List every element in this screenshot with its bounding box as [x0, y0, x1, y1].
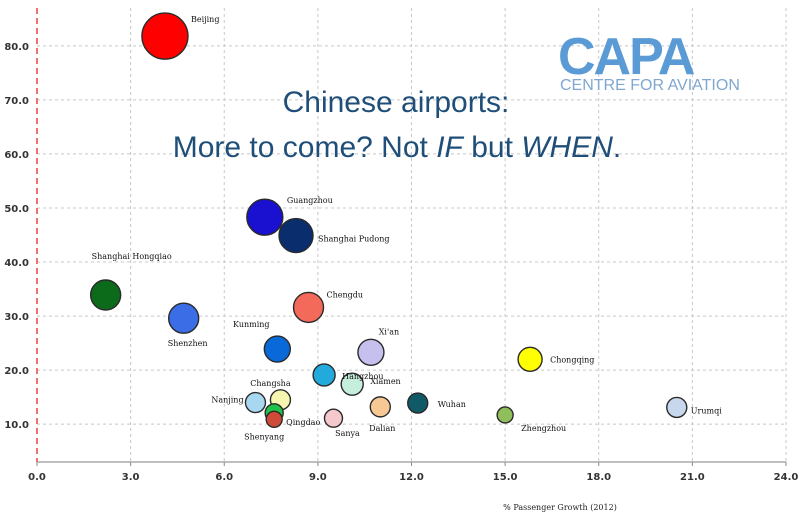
label-guangzhou: Guangzhou [287, 196, 333, 205]
bubble-xi-an [357, 338, 385, 366]
label-sanya: Sanya [335, 429, 360, 438]
label-changsha: Changsha [250, 379, 291, 388]
x-tick-label: 9.0 [309, 472, 327, 483]
label-hangzhou: Hangzhou [342, 372, 383, 381]
bubble-wuhan [407, 392, 429, 414]
x-tick-label: 21.0 [680, 472, 705, 483]
label-kunming: Kunming [233, 320, 270, 329]
y-tick-label: 30.0 [4, 312, 29, 323]
bubble-urumqi [666, 396, 688, 419]
y-tick-label: 60.0 [4, 150, 29, 161]
label-shenzhen: Shenzhen [168, 339, 208, 348]
label-qingdao: Qingdao [286, 418, 320, 427]
logo-sub-text: CENTRE FOR AVIATION [560, 77, 740, 94]
x-axis-label: % Passenger Growth (2012) [503, 503, 617, 512]
bubble-dalian [369, 396, 391, 418]
x-tick-label: 12.0 [399, 472, 424, 483]
bubble-shenyang [265, 410, 283, 429]
label-shanghai-hongqiao: Shanghai Hongqiao [92, 252, 172, 261]
y-tick-label: 70.0 [4, 96, 29, 107]
label-wuhan: Wuhan [438, 400, 466, 409]
label-zhengzhou: Zhengzhou [521, 424, 566, 433]
bubble-beijing [141, 12, 189, 60]
x-tick-label: 6.0 [215, 472, 233, 483]
label-chengdu: Chengdu [327, 290, 364, 299]
grid-layer [37, 8, 787, 462]
label-nanjing: Nanjing [211, 396, 243, 405]
title-part-when: WHEN [521, 131, 613, 164]
title-part-3: but [463, 131, 521, 164]
label-xi-an: Xi'an [379, 327, 399, 336]
title-part-1: More to come? Not [173, 131, 436, 164]
y-tick-label: 10.0 [4, 420, 29, 431]
y-tick-label: 50.0 [4, 204, 29, 215]
bubble-zhengzhou [496, 406, 514, 424]
bubble-shanghai-pudong [278, 217, 314, 254]
x-tick-label: 18.0 [586, 472, 611, 483]
points-layer [89, 12, 688, 429]
title-part-5: . [613, 131, 621, 164]
labels-layer: Beijing Guangzhou Shanghai Pudong Shanghai … [92, 15, 723, 441]
bubble-kunming [263, 335, 292, 363]
y-tick-label: 40.0 [4, 258, 29, 269]
chart-title: Chinese airports: More to come? Not IF b… [173, 86, 621, 164]
y-tick-label: 80.0 [4, 42, 29, 53]
y-tick-label: 20.0 [4, 366, 29, 377]
capa-logo: CAPA CENTRE FOR AVIATION [558, 28, 740, 94]
title-line-1: Chinese airports: [283, 86, 510, 119]
bubble-chongqing [517, 346, 543, 373]
logo-main-text: CAPA [558, 28, 695, 86]
label-shanghai-pudong: Shanghai Pudong [318, 235, 389, 244]
bubble-chengdu [292, 291, 325, 324]
title-part-if: IF [436, 131, 464, 164]
label-xiamen: Xiamen [370, 377, 401, 386]
bubble-sanya [323, 408, 344, 428]
x-tick-label: 0.0 [28, 472, 46, 483]
label-dalian: Dalian [369, 424, 395, 433]
x-tick-label: 3.0 [122, 472, 140, 483]
bubble-xiamen [340, 372, 364, 396]
bubble-guangzhou [246, 198, 284, 236]
label-shenyang: Shenyang [244, 432, 284, 441]
bubble-shanghai-hongqiao [89, 279, 122, 311]
x-tick-label: 15.0 [493, 472, 518, 483]
label-beijing: Beijing [191, 15, 219, 24]
label-chongqing: Chongqing [550, 355, 594, 364]
bubble-shenzhen [167, 302, 200, 334]
label-urumqi: Urumqi [691, 406, 722, 415]
bubble-hangzhou [312, 363, 336, 387]
axis-layer: 0.0 3.0 6.0 9.0 12.0 15.0 18.0 21.0 24.0 10.0 20.0… [4, 8, 798, 483]
bubble-nanjing [244, 391, 267, 414]
x-tick-label: 24.0 [774, 472, 799, 483]
title-line-2: More to come? Not IF but WHEN. [173, 131, 621, 164]
